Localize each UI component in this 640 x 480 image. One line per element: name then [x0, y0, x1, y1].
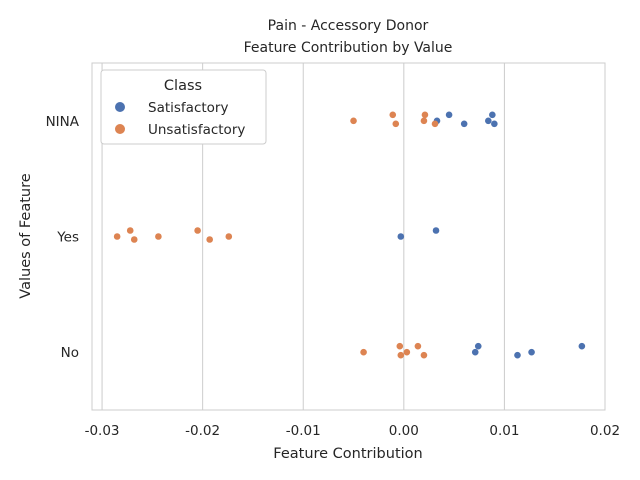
scatter-point-satisfactory: [491, 120, 498, 128]
scatter-point-satisfactory: [432, 227, 440, 234]
x-tick-label: -0.03: [85, 423, 120, 439]
y-tick-label: NINA: [46, 114, 80, 130]
scatter-point-satisfactory: [514, 351, 521, 359]
chart-title: Pain - Accessory Donor: [268, 18, 429, 34]
x-axis-label: Feature Contribution: [273, 446, 422, 462]
x-tick-labels: -0.03 -0.02 -0.01 0.00 0.01 0.02: [85, 423, 620, 439]
legend: Class Satisfactory Unsatisfactory: [100, 69, 267, 145]
x-tick-label: 0.00: [389, 423, 419, 439]
y-tick-label: Yes: [56, 230, 79, 246]
scatter-point-unsatisfactory: [225, 233, 233, 240]
y-tick-label: No: [61, 345, 79, 361]
scatter-point-unsatisfactory: [414, 342, 422, 350]
scatter-point-unsatisfactory: [206, 236, 213, 243]
plot-frame: [91, 62, 606, 411]
x-tick-label: 0.02: [590, 423, 620, 439]
scatter-point-unsatisfactory: [389, 111, 397, 119]
x-tick-label: -0.02: [185, 423, 220, 439]
scatter-point-unsatisfactory: [155, 233, 162, 240]
scatter-point-satisfactory: [485, 117, 492, 125]
scatter-point-unsatisfactory: [392, 120, 400, 128]
scatter-point-unsatisfactory: [431, 120, 439, 128]
scatter-point-satisfactory: [474, 342, 482, 350]
scatter-point-satisfactory: [489, 111, 496, 119]
x-tick-label: 0.01: [489, 423, 519, 439]
scatter-point-unsatisfactory: [420, 351, 428, 359]
scatter-point-unsatisfactory: [421, 111, 429, 119]
legend-label-unsatisfactory: Unsatisfactory: [148, 122, 245, 138]
scatter-point-unsatisfactory: [194, 227, 201, 234]
scatter-point-satisfactory: [445, 111, 453, 119]
scatter-point-unsatisfactory: [126, 227, 134, 234]
scatter-point-satisfactory: [578, 342, 586, 350]
scatter-point-unsatisfactory: [420, 117, 428, 125]
scatter-point-unsatisfactory: [130, 236, 138, 243]
scatter-point-unsatisfactory: [403, 348, 411, 356]
x-tick-label: -0.01: [286, 423, 321, 439]
scatter-point-unsatisfactory: [396, 342, 404, 350]
legend-label-satisfactory: Satisfactory: [148, 100, 228, 116]
y-axis-label: Values of Feature: [18, 173, 34, 298]
legend-marker-unsatisfactory: [115, 124, 125, 134]
scatter-point-satisfactory: [471, 348, 479, 356]
legend-title: Class: [164, 78, 202, 94]
scatter-point-unsatisfactory: [360, 348, 367, 356]
scatter-point-unsatisfactory: [113, 233, 121, 240]
y-tick-labels: NINA Yes No: [46, 114, 80, 361]
scatter-point-satisfactory: [397, 233, 405, 240]
scatter-point-satisfactory: [460, 120, 468, 128]
chart-subtitle: Feature Contribution by Value: [244, 40, 453, 56]
scatter-point-unsatisfactory: [397, 351, 405, 359]
legend-box: [100, 69, 267, 145]
scatter-point-unsatisfactory: [350, 117, 357, 125]
legend-marker-satisfactory: [115, 102, 125, 112]
data-points: [113, 111, 586, 359]
scatter-point-satisfactory: [528, 348, 535, 356]
